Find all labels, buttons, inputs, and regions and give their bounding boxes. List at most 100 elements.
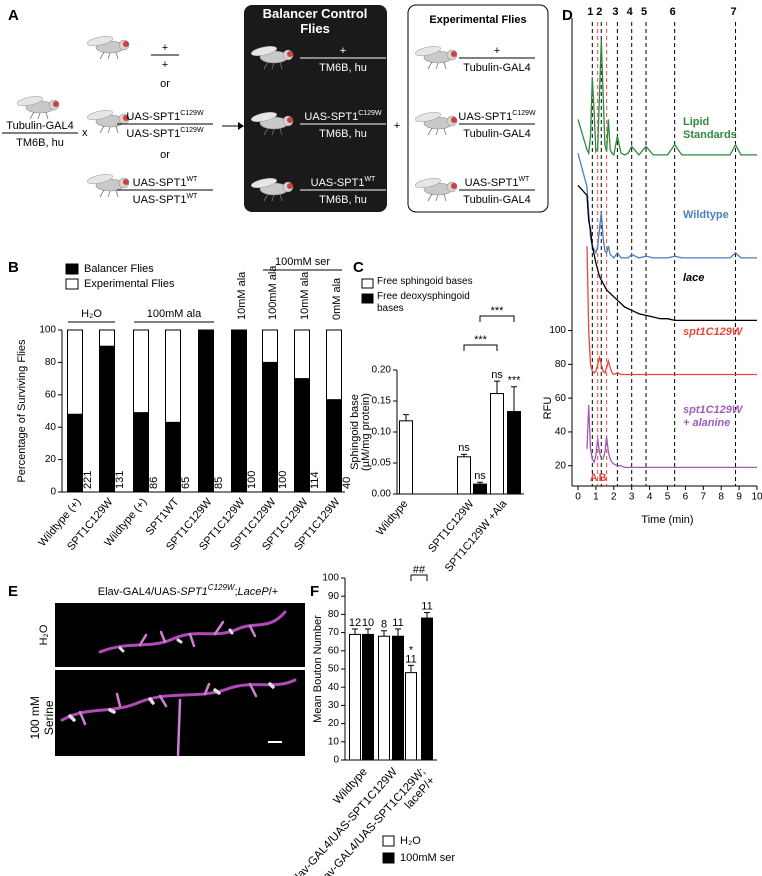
y-axis-label: (µM/mg protein) — [360, 393, 372, 471]
bar — [326, 329, 342, 401]
y-tick-label: 0.20 — [372, 365, 392, 376]
n-label: 100 — [277, 471, 289, 489]
genotype-text: TM6B, hu — [16, 137, 64, 149]
x-tick-label: 4 — [647, 492, 653, 503]
legend-swatch — [65, 263, 79, 275]
y-tick-label: 20 — [328, 718, 340, 729]
genotype: UAS-SPT1WT — [133, 176, 198, 189]
legend-label: H₂O — [400, 835, 421, 847]
legend-swatch — [65, 278, 79, 290]
genotype-text: UAS-SPT1 — [304, 111, 358, 123]
title-part: C129W — [208, 583, 236, 592]
y-tick-label: 100 — [322, 573, 339, 584]
peak-label: A — [590, 472, 598, 484]
legend-label: Experimental Flies — [84, 278, 175, 290]
cross-sign: x — [82, 127, 88, 139]
bar — [262, 329, 278, 363]
genotype-text: UAS-SPT1 — [126, 111, 180, 123]
or-text: or — [160, 149, 170, 161]
significance-bracket — [479, 315, 515, 322]
genotype-text: UAS-SPT1 — [458, 111, 512, 123]
significance-bracket — [410, 574, 428, 581]
bar — [133, 329, 149, 414]
y-tick-label: 80 — [328, 609, 340, 620]
genotype: UAS-SPT1C129W — [126, 127, 204, 140]
y-axis-label: Percentage of Surviving Flies — [16, 339, 28, 483]
box-title: Balancer Control Flies — [262, 6, 368, 36]
trace-label: lace — [683, 272, 705, 284]
bar — [198, 329, 214, 493]
genotype: + — [494, 45, 500, 57]
standard-label: 1 — [587, 6, 593, 18]
y-tick-label: 0.05 — [372, 458, 392, 469]
bar — [231, 329, 247, 493]
trace-label: spt1C129W — [683, 326, 743, 338]
trace-label: Wildtype — [683, 209, 729, 221]
x-tick-label: 8 — [718, 492, 724, 503]
y-tick-label: 60 — [555, 393, 567, 404]
genotype: TM6B, hu — [319, 194, 367, 206]
panel-label: D — [562, 7, 573, 24]
bar — [349, 633, 361, 761]
genotype-text: UAS-SPT1 — [126, 128, 180, 140]
fly-icon — [86, 171, 130, 198]
y-tick-label: 0.10 — [372, 427, 392, 438]
x-tick-label: Wildtype — [374, 498, 410, 538]
x-tick-label: 9 — [736, 492, 742, 503]
n-label: 221 — [82, 471, 94, 489]
panel-label: A — [8, 7, 19, 24]
n-label: 8 — [381, 619, 387, 631]
y-tick-label: 0 — [333, 755, 339, 766]
n-label: 11 — [421, 600, 432, 612]
bar — [165, 329, 181, 423]
genotype: Tubulin-GAL4 — [463, 128, 530, 140]
genotype: Tubulin-GAL4 — [463, 62, 530, 74]
genotype-text: UAS-SPT1 — [311, 177, 365, 189]
standard-label: 5 — [641, 6, 647, 18]
title-part: LaceP — [238, 586, 270, 598]
plus-sign: + — [394, 120, 400, 132]
genotype-text: Tubulin-GAL4 — [463, 128, 530, 140]
genotype-superscript: C129W — [358, 110, 382, 117]
bar — [421, 617, 433, 761]
genotype: Tubulin-GAL4 — [6, 120, 73, 132]
bar — [362, 633, 374, 761]
trace — [577, 184, 757, 322]
y-tick-label: 10 — [328, 736, 340, 747]
genotype: + — [162, 42, 168, 54]
group-label: 100mM ser — [275, 256, 330, 268]
n-label: 11 — [405, 653, 416, 665]
bar — [133, 412, 149, 493]
bar — [294, 378, 310, 493]
y-tick-label: 40 — [45, 422, 57, 433]
y-tick-label: 100 — [549, 325, 566, 336]
x-tick-label: 7 — [701, 492, 707, 503]
y-tick-label: 0.15 — [372, 396, 392, 407]
significance-label: *** — [474, 334, 488, 346]
standard-label: 4 — [627, 6, 634, 18]
legend-label: Balancer Flies — [84, 263, 154, 275]
genotype-text: + — [162, 42, 168, 54]
genotype: + — [162, 59, 168, 71]
trace — [586, 404, 757, 469]
n-label: 114 — [309, 471, 321, 489]
legend-swatch — [361, 278, 374, 289]
y-tick-label: 80 — [45, 357, 57, 368]
standard-label: 7 — [730, 6, 736, 18]
legend-swatch — [361, 293, 374, 304]
genotype-text: TM6B, hu — [319, 128, 367, 140]
genotype-text: Tubulin-GAL4 — [463, 194, 530, 206]
y-tick-label: 90 — [328, 591, 340, 602]
genotype: UAS-SPT1WT — [311, 176, 376, 189]
standard-label: 2 — [596, 6, 602, 18]
significance-label: ns — [474, 470, 486, 482]
genotype: UAS-SPT1C129W — [458, 110, 536, 123]
bar — [326, 399, 342, 493]
n-label: 100 — [246, 471, 258, 489]
y-tick-label: 30 — [328, 700, 340, 711]
panel-label: E — [8, 583, 18, 600]
y-tick-label: 50 — [328, 664, 340, 675]
bar — [473, 483, 487, 495]
treatment-label: 0mM ala — [331, 277, 343, 320]
